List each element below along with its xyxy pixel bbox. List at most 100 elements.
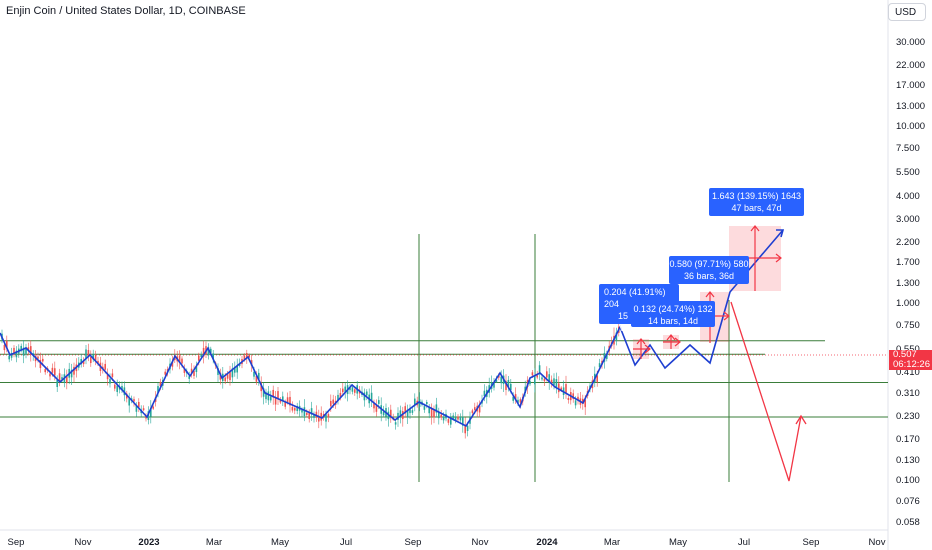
candle-body (287, 397, 289, 402)
time-tick-label: May (669, 537, 687, 548)
time-tick-label: May (271, 537, 289, 548)
candle-body (268, 391, 270, 400)
candle-body (378, 400, 380, 404)
price-tick-label: 0.310 (896, 388, 920, 399)
price-tick-label: 2.200 (896, 237, 920, 248)
candle-body (56, 380, 58, 387)
currency-button[interactable]: USD (888, 3, 926, 21)
time-tick-label: Sep (8, 537, 25, 548)
time-tick-label: Nov (869, 537, 886, 548)
measure-box-2-line2: 36 bars, 36d (669, 270, 749, 282)
candle-body (104, 364, 106, 370)
time-tick-label: Mar (604, 537, 620, 548)
time-tick-label: 2023 (138, 537, 159, 548)
candle-body (112, 373, 114, 376)
candle-body (366, 392, 368, 396)
candle-body (270, 396, 272, 400)
time-tick-label: Nov (472, 537, 489, 548)
candle-body (541, 377, 543, 379)
candle-body (412, 410, 414, 413)
price-tick-label: 0.076 (896, 496, 920, 507)
candle-body (565, 384, 567, 393)
candle-body (354, 389, 356, 393)
price-tick-label: 10.000 (896, 121, 925, 132)
time-tick-label: Jul (738, 537, 750, 548)
time-tick-label: Jul (340, 537, 352, 548)
symbol-title[interactable]: Enjin Coin / United States Dollar, 1D, C… (6, 5, 246, 17)
candle-body (85, 349, 87, 358)
measure-box-1-line1: 1.643 (139.15%) 1643 (709, 190, 804, 202)
candle-body (457, 416, 459, 419)
price-tick-label: 1.700 (896, 257, 920, 268)
candle-body (8, 356, 10, 360)
candle-body (426, 402, 428, 404)
countdown-timer: 06:12:26 (893, 360, 932, 370)
candle-body (330, 401, 332, 406)
candle-body (424, 406, 426, 410)
candle-body (292, 407, 294, 411)
price-tick-label: 17.000 (896, 80, 925, 91)
price-tick-label: 0.130 (896, 455, 920, 466)
candle-body (152, 407, 154, 409)
candle-body (304, 407, 306, 416)
candle-body (308, 413, 310, 419)
price-tick-label: 1.000 (896, 298, 920, 309)
candle-body (546, 371, 548, 377)
candle-body (532, 372, 534, 375)
price-tick-label: 3.000 (896, 214, 920, 225)
candle-body (395, 422, 397, 424)
candle-body (42, 359, 44, 362)
candle-body (500, 377, 502, 384)
candle-body (342, 389, 344, 392)
candle-body (474, 407, 476, 410)
candle-body (575, 400, 577, 405)
candle-body (544, 379, 546, 381)
measure-box-2-line1: 0.580 (97.71%) 580 (669, 258, 749, 270)
measure-box-4[interactable]: 0.132 (24.74%) 132 14 bars, 14d (631, 301, 715, 327)
candle-body (376, 406, 378, 412)
candle-body (109, 379, 111, 384)
candle-body (460, 417, 462, 420)
measure-box-1-line2: 47 bars, 47d (709, 202, 804, 214)
measure-box-1[interactable]: 1.643 (139.15%) 1643 47 bars, 47d (709, 188, 804, 216)
candle-body (328, 414, 330, 417)
candle-body (277, 391, 279, 398)
price-tick-label: 13.000 (896, 101, 925, 112)
measure-box-4-line2: 14 bars, 14d (631, 315, 715, 327)
candle-body (440, 415, 442, 418)
price-tick-label: 0.230 (896, 411, 920, 422)
candle-body (568, 398, 570, 400)
price-tick-label: 7.500 (896, 143, 920, 154)
candle-body (325, 414, 327, 421)
price-tick-label: 0.170 (896, 434, 920, 445)
price-tick-label: 0.750 (896, 320, 920, 331)
candle-body (52, 368, 54, 373)
price-tick-label: 0.100 (896, 475, 920, 486)
candle-body (539, 365, 541, 372)
candle-body (536, 375, 538, 377)
candle-body (49, 373, 51, 376)
price-tick-label: 5.500 (896, 167, 920, 178)
candle-body (116, 386, 118, 392)
measure-box-4-line1: 0.132 (24.74%) 132 (631, 303, 715, 315)
time-tick-label: Mar (206, 537, 222, 548)
projection-line (731, 302, 801, 481)
price-tick-label: 1.300 (896, 278, 920, 289)
candle-body (90, 357, 92, 363)
time-tick-label: Sep (803, 537, 820, 548)
last-price-tag: 0.507 06:12:26 (889, 350, 932, 370)
candle-body (443, 417, 445, 420)
price-tick-label: 0.058 (896, 517, 920, 528)
candle-body (556, 379, 558, 387)
time-tick-label: Nov (75, 537, 92, 548)
candle-body (181, 359, 183, 364)
candle-body (114, 385, 116, 389)
time-tick-label: Sep (405, 537, 422, 548)
candle-body (553, 378, 555, 385)
time-tick-label: 2024 (536, 537, 557, 548)
candle-body (54, 368, 56, 375)
measure-box-2[interactable]: 0.580 (97.71%) 580 36 bars, 36d (669, 256, 749, 284)
candle-body (472, 410, 474, 413)
